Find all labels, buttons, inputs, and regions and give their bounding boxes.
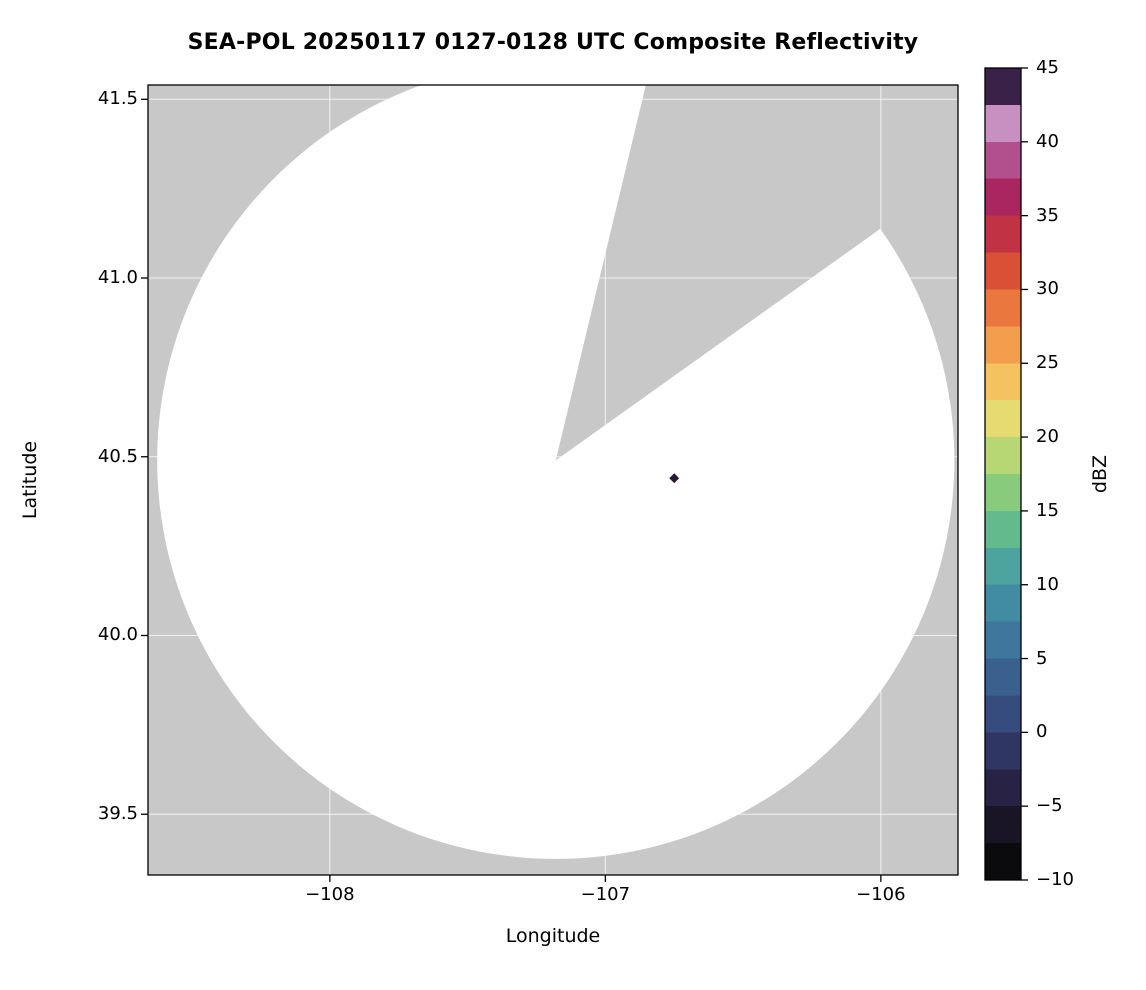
colorbar-tick-label: 45 <box>1036 57 1059 78</box>
x-tick-label: −106 <box>856 884 906 905</box>
colorbar-tick-label: −10 <box>1036 869 1074 890</box>
y-tick-label: 40.5 <box>97 445 138 467</box>
y-tick-label: 41.5 <box>97 88 138 110</box>
gridlines <box>148 85 958 875</box>
axis-ticks <box>141 98 882 882</box>
colorbar-tick-label: −5 <box>1036 795 1063 817</box>
colorbar-border <box>984 67 1022 881</box>
blocked-sector-wedge <box>555 85 958 461</box>
colorbar-tick-label: 10 <box>1036 573 1059 595</box>
colorbar <box>985 68 1021 880</box>
colorbar-tick-label: 40 <box>1036 130 1059 152</box>
colorbar-ticks <box>1021 67 1028 881</box>
y-tick-label: 41.0 <box>97 267 138 289</box>
x-axis-label: Longitude <box>505 925 601 947</box>
y-axis-label: Latitude <box>19 440 41 520</box>
colorbar-tick-label: 30 <box>1036 278 1059 300</box>
colorbar-tick-label: 5 <box>1036 647 1048 669</box>
y-tick-label: 40.0 <box>97 624 138 646</box>
plot-area <box>148 85 958 875</box>
colorbar-tick-label: 35 <box>1036 204 1059 226</box>
colorbar-tick-label: 0 <box>1036 721 1048 743</box>
chart-title: SEA-POL 20250117 0127-0128 UTC Composite… <box>187 30 919 55</box>
y-tick-label: 39.5 <box>97 803 138 825</box>
reflectivity-echo <box>669 473 680 484</box>
axes-border <box>147 84 959 876</box>
x-tick-label: −107 <box>580 884 631 905</box>
colorbar-tick-label: 15 <box>1036 499 1059 521</box>
colorbar-tick-label: 20 <box>1036 426 1059 448</box>
colorbar-tick-label: 25 <box>1036 352 1059 374</box>
x-tick-label: −108 <box>305 884 355 905</box>
